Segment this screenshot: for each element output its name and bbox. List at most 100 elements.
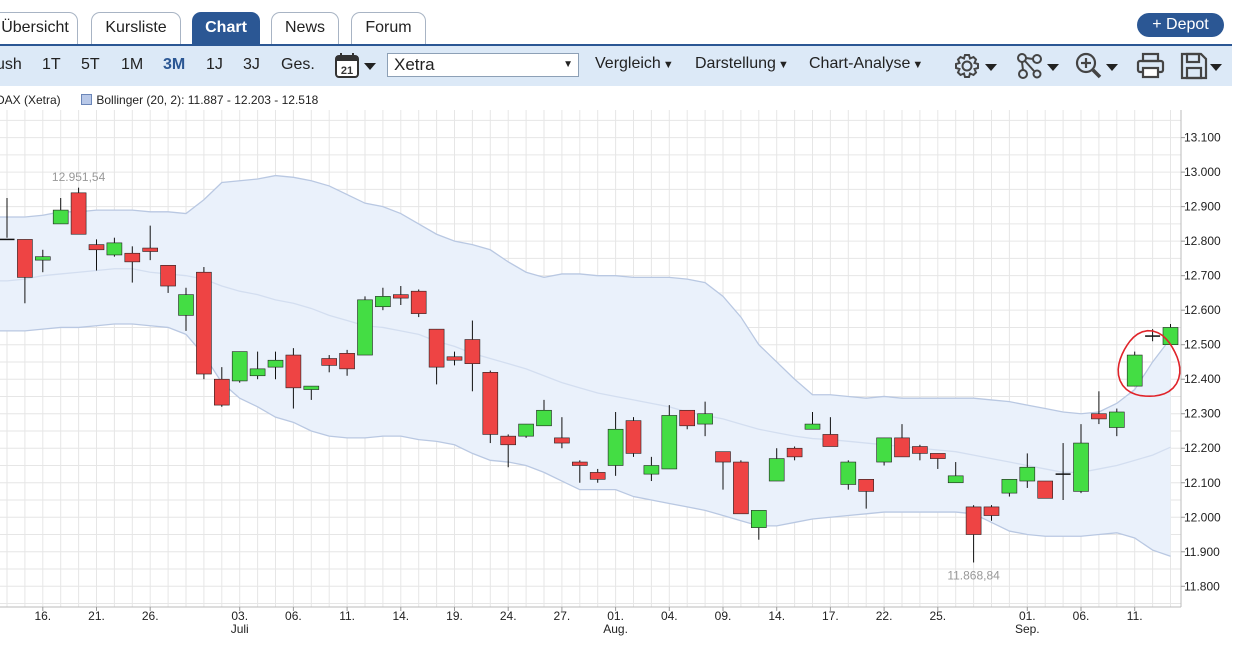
tab-bar: Übersicht Kursliste Chart News Forum + D… [0,0,1247,46]
y-tick-label: 12.900 [1184,200,1221,214]
range-1t-button[interactable]: 1T [42,56,61,73]
tab-chart[interactable]: Chart [192,12,260,44]
candle [589,468,606,483]
candle [947,462,964,484]
candle [88,239,105,271]
candle-body [715,451,731,463]
candle-body [965,506,982,535]
candle [1001,478,1018,497]
candle [894,424,910,458]
candle-body [571,461,588,466]
candle-body [285,354,302,389]
x-tick-label: 19. [446,609,463,623]
candle [267,351,284,380]
range-1j-button[interactable]: 1J [206,56,223,73]
indicator-network-icon[interactable] [1016,51,1064,81]
zoom-in-icon[interactable] [1074,51,1122,81]
candle-body [303,385,320,390]
candle-body [929,453,946,459]
x-month-label: Juli [231,622,249,636]
candle-body [536,409,552,427]
vergleich-menu[interactable]: Vergleich ▼ [595,55,674,73]
candle-body [643,465,660,475]
calendar-icon[interactable]: 21 [334,52,380,82]
range-ges-button[interactable]: Ges. [281,56,315,73]
y-tick-label: 12.200 [1184,441,1221,455]
tab-kursliste[interactable]: Kursliste [91,12,181,44]
candle-body [697,413,713,425]
x-tick-label: 09. [715,609,732,623]
candle-body [750,510,767,528]
candle-body [768,458,785,482]
candle-body [231,351,248,382]
candle-body [912,446,928,454]
tab-uebersicht[interactable]: Übersicht [0,12,78,44]
candle-body [1019,466,1036,482]
candle-body [339,353,355,370]
gear-icon[interactable] [953,51,1001,81]
candle-body [375,296,391,308]
candle-body [1109,411,1125,428]
range-3m-button[interactable]: 3M [163,56,186,73]
candle-body [1126,354,1143,387]
candle [500,434,517,468]
candle [929,453,946,469]
candle [392,286,409,306]
candle [733,460,749,515]
candle-body [679,409,696,427]
price-annotation-label: 12.951,54 [52,170,106,184]
candle-body [625,420,642,454]
candle [124,246,141,283]
candle [625,417,642,457]
range-5t-button[interactable]: 5T [81,56,100,73]
candle [70,187,87,235]
x-tick-label: 25. [929,609,946,623]
candle [357,296,373,356]
range-1m-button[interactable]: 1M [121,56,144,73]
candle-body [124,252,141,263]
print-icon[interactable] [1136,51,1168,81]
candle-body [554,437,570,444]
candle [768,448,785,482]
darstellung-menu[interactable]: Darstellung ▼ [695,55,789,73]
chevron-down-icon: ▼ [662,59,674,71]
candle [643,456,660,482]
candle [464,320,481,392]
x-tick-label: 06. [1073,609,1090,623]
highlight-circle [1117,329,1181,398]
candle [607,411,624,476]
chart-analyse-label: Chart-Analyse [809,55,911,72]
candle [1055,443,1071,501]
y-tick-label: 12.500 [1184,338,1221,352]
range-push-button[interactable]: ush [0,56,22,73]
add-depot-button[interactable]: + Depot [1137,13,1224,37]
exchange-select[interactable]: Xetra ▼ [387,53,579,77]
candle-body [410,290,427,314]
candle [518,423,534,438]
candle [1109,408,1125,437]
y-tick-label: 11.800 [1184,579,1220,593]
tab-forum[interactable]: Forum [351,12,426,44]
range-3j-button[interactable]: 3J [243,56,260,73]
candle-body [214,378,230,406]
save-icon[interactable] [1180,51,1228,81]
y-tick-label: 12.000 [1184,510,1221,524]
darstellung-label: Darstellung [695,55,776,72]
candle [321,355,338,373]
candle [536,399,552,427]
chart-analyse-menu[interactable]: Chart-Analyse ▼ [809,55,923,73]
calendar-day-label: 21 [341,65,353,77]
candle [428,328,445,385]
candle-body [142,247,158,252]
candle [303,385,320,400]
x-tick-label: 17. [822,609,839,623]
legend-series: DAX (Xetra) [0,93,61,107]
x-tick-label: 03. [231,609,248,623]
tab-news[interactable]: News [271,12,339,44]
candle [375,287,391,311]
candle [983,505,1000,521]
vergleich-label: Vergleich [595,55,661,72]
x-tick-label: 11. [1127,609,1143,623]
candle [786,446,803,461]
candle-body [804,423,821,430]
